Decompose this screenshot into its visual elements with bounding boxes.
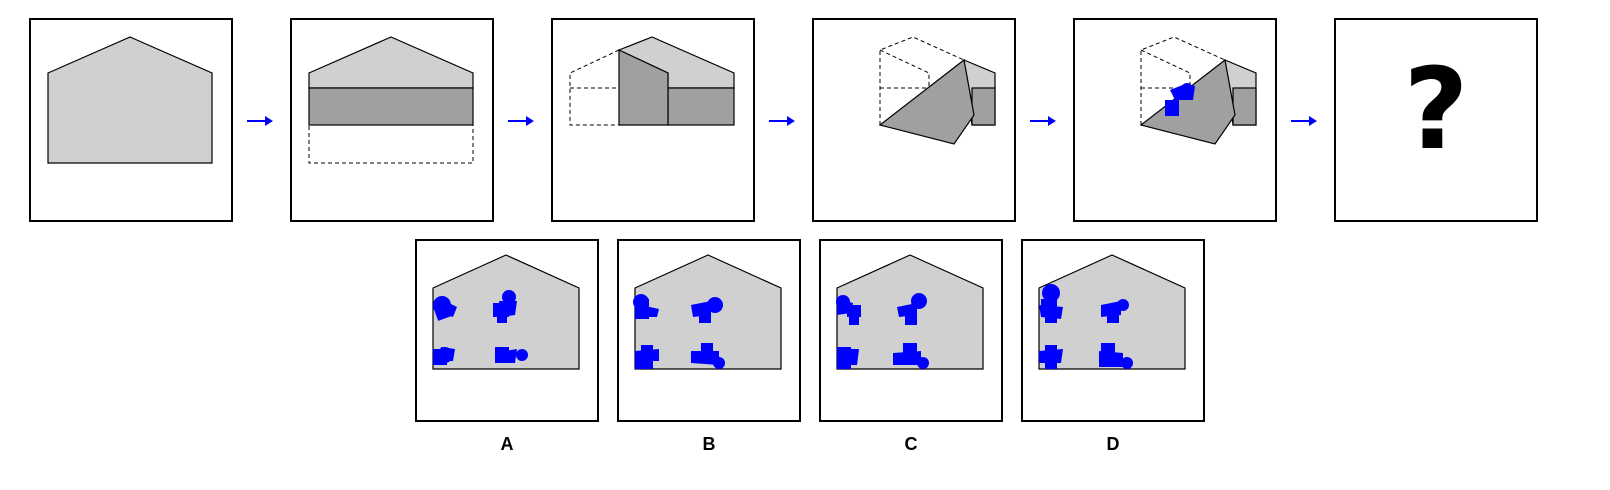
hole-cluster-bottom-right [495,347,528,363]
hole-cluster-bottom-right [691,343,725,369]
punch-holes [1165,83,1195,116]
hole-cluster-top-right [1101,299,1129,323]
fold-ghost-inner [1140,49,1191,88]
arrow-right-icon [508,116,534,126]
arrow-right-icon [1030,116,1056,126]
fold-ghost [308,124,474,164]
hole-cluster-top-right [897,293,927,325]
option-a-panel[interactable] [415,239,599,422]
step-4-panel [812,18,1016,222]
option-label-d: D [1106,434,1120,454]
hole-cluster-top-left [633,294,659,319]
punch-holes [432,290,528,365]
punch-holes [633,294,725,369]
hole-cluster-top-left [1039,284,1063,323]
step-1-figure [47,36,213,164]
arrow-right-icon [1291,116,1317,126]
hole-cluster-bottom-left [837,347,859,369]
folded-strip [308,87,474,126]
question-mark: ? [1403,45,1469,175]
hole-cluster-bottom-right [893,343,929,369]
folded-flap [618,49,669,126]
folded-strip [667,87,735,126]
hole-cluster-bottom-right [1099,343,1133,369]
folded-flap [1139,58,1236,145]
step-5-panel [1073,18,1277,222]
option-b-panel[interactable] [617,239,801,422]
step-3-panel [551,18,755,222]
folded-flap [878,58,975,145]
step-1-panel [29,18,233,222]
paper-top [308,36,474,89]
hole-cluster-bottom-left [433,347,455,365]
option-d-figure [1038,254,1186,370]
punch-circle [1181,83,1193,95]
option-a-figure [432,254,580,370]
hole-cluster-bottom-left [635,345,659,369]
hole-cluster-top-right [493,290,517,323]
fold-ghost-inner [879,49,930,88]
answer-panel: ? [1334,18,1538,222]
step-3-figure [569,36,735,126]
option-label-a: A [500,434,514,454]
hole-cluster-top-right [691,297,723,323]
punch-holes [1039,284,1133,369]
option-c-panel[interactable] [819,239,1003,422]
fold-ghost [569,49,620,126]
hole-cluster-top-left [432,296,457,321]
hole-cluster-bottom-left [1039,345,1063,369]
arrow-right-icon [247,116,273,126]
folded-strip [1232,87,1257,126]
step-4-figure [878,36,996,145]
step-2-panel [290,18,494,222]
punch-holes [836,293,929,369]
punch-square [1165,100,1179,116]
option-d-panel[interactable] [1021,239,1205,422]
option-label-b: B [702,434,716,454]
option-label-c: C [904,434,918,454]
hole-cluster-top-left [836,295,861,325]
folded-strip [971,87,996,126]
arrow-right-icon [769,116,795,126]
step-5-figure [1139,36,1257,145]
option-c-figure [836,254,984,370]
option-b-figure [633,254,782,370]
step-2-figure [308,36,474,164]
paper-sheet [47,36,213,164]
